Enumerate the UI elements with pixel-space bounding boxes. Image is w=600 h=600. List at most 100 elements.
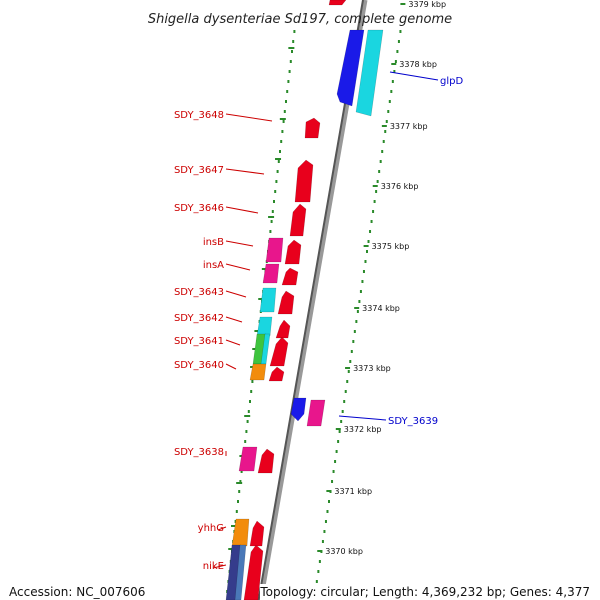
outer-track-dot <box>341 410 344 413</box>
scale-tick-label: 3376 kbp <box>381 182 419 191</box>
outer-track-dot <box>369 230 372 233</box>
outer-track-dot <box>373 200 376 203</box>
topology-text: Topology: circular; Length: 4,369,232 bp… <box>260 584 590 600</box>
inner-track-dash <box>261 268 268 270</box>
label-leader-line <box>217 526 227 531</box>
outer-track-dot <box>340 420 343 423</box>
inner-track-dot <box>271 210 274 213</box>
label-leader-line <box>225 339 241 346</box>
label-leader-line <box>225 290 247 298</box>
gene-SDY_3643 <box>259 287 277 313</box>
scale-tick-label: 3377 kbp <box>390 122 428 131</box>
inner-track-dot <box>249 400 251 403</box>
inner-track-dot <box>275 180 278 183</box>
outer-track-dot <box>390 90 393 93</box>
outer-track-dot <box>361 280 364 283</box>
inner-track-dash <box>228 548 235 550</box>
inner-track-dash <box>258 298 265 300</box>
gene-labels: SDY_3648 SDY_3647 SDY_3646 insB insA SDY_3643… <box>174 71 463 572</box>
inner-track-dash <box>268 216 275 218</box>
outer-track-dot <box>370 220 373 223</box>
gene-SDY_3639-magenta <box>306 399 326 427</box>
outer-track-dot <box>332 470 335 473</box>
outer-track-dot <box>388 100 391 103</box>
label-leader-line <box>389 71 439 81</box>
gene-label: SDY_3646 <box>174 203 224 214</box>
scale-tick-label: 3375 kbp <box>372 242 410 251</box>
inner-track-dash <box>231 525 237 527</box>
outer-track-dot <box>346 380 349 383</box>
scale-tick-label: 3371 kbp <box>334 487 372 496</box>
outer-track-dot <box>381 150 384 153</box>
gene-SDY_3643-red <box>277 290 295 315</box>
gene-SDY_3646 <box>289 203 307 237</box>
outer-track-dot <box>328 500 330 503</box>
outer-track-dot <box>356 310 359 313</box>
inner-track-dash <box>244 415 251 417</box>
label-leader-line <box>225 168 265 175</box>
outer-track-dot <box>350 350 353 353</box>
gene-top-red <box>328 0 347 6</box>
gene-label: yhhG <box>198 523 224 534</box>
gene-label: insA <box>203 260 224 271</box>
inner-track-dot <box>245 430 248 433</box>
outer-track-dot <box>355 320 358 323</box>
inner-track-dot <box>244 440 247 443</box>
scale-tick-label: 3373 kbp <box>353 364 391 373</box>
inner-track-dash <box>288 47 295 49</box>
gene-label: SDY_3648 <box>174 110 224 121</box>
inner-track-dot <box>251 380 254 383</box>
outer-track-dot <box>326 510 329 513</box>
gene-yhhG-red <box>249 520 265 547</box>
gene-SDY_3641-red <box>269 336 289 367</box>
label-leader-line <box>225 363 237 370</box>
scale-tick-label: 3378 kbp <box>399 60 437 69</box>
scale-tick-label: 3372 kbp <box>344 425 382 434</box>
gene-label: SDY_3640 <box>174 360 224 371</box>
gene-label: SDY_3647 <box>174 165 224 176</box>
gene-label: insB <box>203 237 224 248</box>
gene-SDY_3638-red <box>257 448 275 474</box>
outer-track-dot <box>347 370 350 373</box>
gene-nikE-steel <box>234 544 247 600</box>
inner-track-dot <box>291 50 293 53</box>
label-leader-line <box>225 316 243 323</box>
gene-insB <box>265 237 284 263</box>
inner-track-dot <box>269 230 272 233</box>
gene-SDY_3638 <box>238 446 258 472</box>
inner-track-dot <box>240 470 243 473</box>
outer-track-dot <box>397 40 400 43</box>
gene-SDY_3648 <box>304 117 321 139</box>
outer-track-dot <box>353 330 356 333</box>
inner-track-dot <box>288 70 291 73</box>
outer-track-dot <box>331 480 334 483</box>
inner-track-dot <box>285 100 287 103</box>
scale-ticks: 3379 kbp 3378 kbp 3377 kbp 3376 kbp 3375 kbp… <box>317 0 446 556</box>
outer-track-dot <box>358 300 361 303</box>
inner-track-dot <box>292 40 295 43</box>
outer-track-dot <box>364 260 367 263</box>
gene-insA-red <box>281 267 299 286</box>
gene-insA <box>262 263 280 284</box>
inner-track-dot <box>246 420 249 423</box>
outer-track-dot <box>323 530 326 533</box>
outer-track-dot <box>335 450 338 453</box>
inner-track-dot <box>282 120 285 123</box>
gene-SDY_3640 <box>249 363 267 381</box>
outer-track-dot <box>343 400 346 403</box>
outer-track-dot <box>399 30 402 33</box>
label-leader-line <box>225 240 254 247</box>
outer-track-dot <box>315 580 318 583</box>
inner-track-dot <box>276 170 279 173</box>
inner-track-dot <box>274 190 277 193</box>
scale-tick-label: 3379 kbp <box>408 0 446 9</box>
inner-track-dot <box>247 410 250 413</box>
outer-track-dot <box>359 290 362 293</box>
inner-track-dot <box>238 490 241 493</box>
inner-track-dot <box>277 160 280 163</box>
outer-track-dot <box>393 70 396 73</box>
gene-cyan-top <box>355 29 384 117</box>
label-leader-line <box>225 263 251 271</box>
outer-track-dot <box>384 130 387 133</box>
